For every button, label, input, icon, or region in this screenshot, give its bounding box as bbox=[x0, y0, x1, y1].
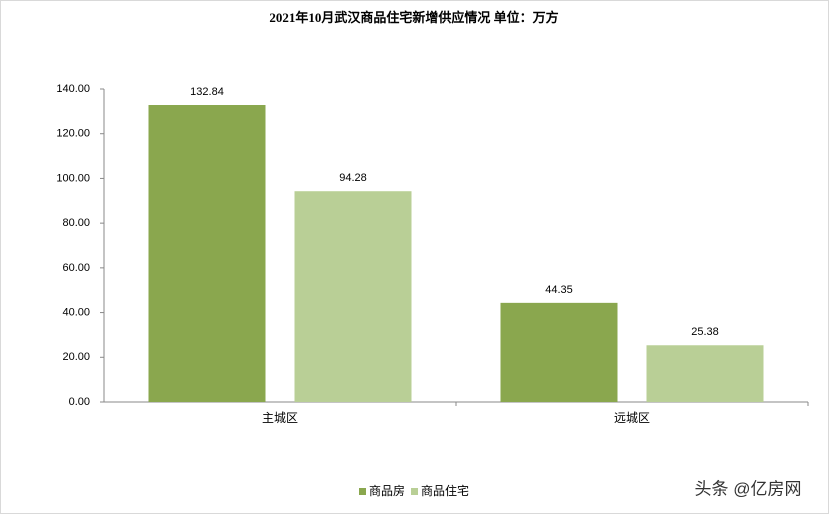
bar bbox=[294, 191, 412, 402]
legend-swatch bbox=[411, 488, 419, 495]
value-label: 25.38 bbox=[691, 326, 719, 338]
y-tick-label: 140.00 bbox=[56, 83, 90, 95]
y-tick-label: 0.00 bbox=[69, 396, 90, 408]
legend-swatch bbox=[359, 488, 366, 495]
bar bbox=[646, 345, 764, 402]
y-tick-label: 60.00 bbox=[62, 262, 90, 274]
bar bbox=[500, 302, 618, 402]
value-label: 94.28 bbox=[339, 172, 367, 184]
y-tick-label: 80.00 bbox=[62, 217, 90, 229]
y-tick-label: 40.00 bbox=[62, 306, 90, 318]
value-label: 44.35 bbox=[545, 284, 573, 296]
watermark: 头条 @亿房网 bbox=[695, 479, 802, 498]
bar bbox=[148, 105, 266, 402]
y-tick-label: 120.00 bbox=[56, 128, 90, 140]
y-tick-label: 20.00 bbox=[62, 351, 90, 363]
y-tick-label: 100.00 bbox=[56, 172, 90, 184]
legend-label: 商品住宅 bbox=[421, 483, 469, 498]
value-label: 132.84 bbox=[190, 86, 224, 98]
x-tick-label: 远城区 bbox=[614, 411, 650, 425]
legend-label: 商品房 bbox=[369, 483, 405, 498]
chart-title: 2021年10月武汉商品住宅新增供应情况 单位：万方 bbox=[269, 10, 558, 25]
x-tick-label: 主城区 bbox=[262, 411, 298, 425]
